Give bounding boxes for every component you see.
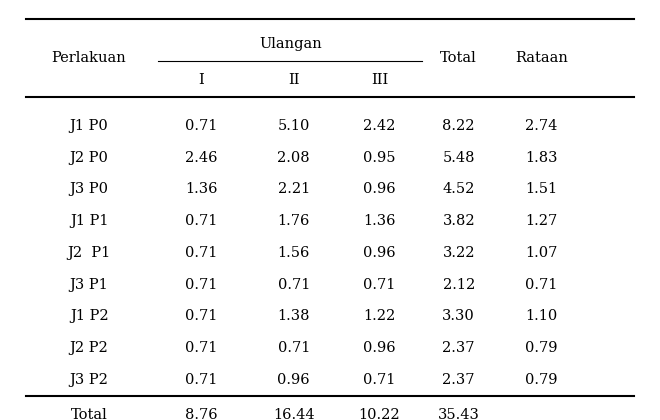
Text: 0.71: 0.71 <box>185 278 218 291</box>
Text: 1.10: 1.10 <box>525 309 557 323</box>
Text: 8.76: 8.76 <box>185 407 218 420</box>
Text: J2 P0: J2 P0 <box>70 151 108 165</box>
Text: 5.10: 5.10 <box>277 119 310 133</box>
Text: 16.44: 16.44 <box>273 407 315 420</box>
Text: 2.08: 2.08 <box>277 151 310 165</box>
Text: 0.71: 0.71 <box>525 278 558 291</box>
Text: 2.46: 2.46 <box>185 151 218 165</box>
Text: I: I <box>199 73 204 87</box>
Text: 0.71: 0.71 <box>363 373 396 387</box>
Text: 0.96: 0.96 <box>363 246 396 260</box>
Text: 3.30: 3.30 <box>442 309 475 323</box>
Text: J1 P0: J1 P0 <box>70 119 108 133</box>
Text: 2.42: 2.42 <box>363 119 396 133</box>
Text: 1.36: 1.36 <box>185 182 218 197</box>
Text: 1.07: 1.07 <box>525 246 558 260</box>
Text: 3.22: 3.22 <box>442 246 475 260</box>
Text: 0.79: 0.79 <box>525 373 558 387</box>
Text: 0.79: 0.79 <box>525 341 558 355</box>
Text: 1.22: 1.22 <box>364 309 395 323</box>
Text: 0.96: 0.96 <box>363 341 396 355</box>
Text: 10.22: 10.22 <box>358 407 401 420</box>
Text: III: III <box>371 73 388 87</box>
Text: 2.37: 2.37 <box>442 341 475 355</box>
Text: J1 P2: J1 P2 <box>70 309 108 323</box>
Text: 0.71: 0.71 <box>185 341 218 355</box>
Text: 0.95: 0.95 <box>363 151 396 165</box>
Text: 2.21: 2.21 <box>278 182 310 197</box>
Text: 4.52: 4.52 <box>442 182 475 197</box>
Text: 0.71: 0.71 <box>185 119 218 133</box>
Text: 2.74: 2.74 <box>525 119 558 133</box>
Text: 1.36: 1.36 <box>363 214 396 228</box>
Text: 0.71: 0.71 <box>277 278 310 291</box>
Text: 1.56: 1.56 <box>277 246 310 260</box>
Text: II: II <box>288 73 300 87</box>
Text: J3 P1: J3 P1 <box>70 278 108 291</box>
Text: J2  P1: J2 P1 <box>67 246 111 260</box>
Text: J3 P0: J3 P0 <box>69 182 109 197</box>
Text: J3 P2: J3 P2 <box>70 373 108 387</box>
Text: 1.83: 1.83 <box>525 151 558 165</box>
Text: J1 P1: J1 P1 <box>70 214 108 228</box>
Text: 8.22: 8.22 <box>442 119 475 133</box>
Text: 0.71: 0.71 <box>277 341 310 355</box>
Text: 0.96: 0.96 <box>363 182 396 197</box>
Text: 2.12: 2.12 <box>443 278 475 291</box>
Text: 3.82: 3.82 <box>442 214 475 228</box>
Text: Total: Total <box>71 407 108 420</box>
Text: 1.51: 1.51 <box>525 182 557 197</box>
Text: 0.71: 0.71 <box>363 278 396 291</box>
Text: 1.38: 1.38 <box>277 309 310 323</box>
Text: 0.71: 0.71 <box>185 373 218 387</box>
Text: 0.71: 0.71 <box>185 214 218 228</box>
Text: 0.96: 0.96 <box>277 373 310 387</box>
Text: J2 P2: J2 P2 <box>70 341 108 355</box>
Text: 0.71: 0.71 <box>185 309 218 323</box>
Text: Perlakuan: Perlakuan <box>51 51 127 65</box>
Text: 2.37: 2.37 <box>442 373 475 387</box>
Text: 35.43: 35.43 <box>438 407 480 420</box>
Text: 1.27: 1.27 <box>525 214 557 228</box>
Text: 5.48: 5.48 <box>442 151 475 165</box>
Text: 1.76: 1.76 <box>277 214 310 228</box>
Text: Total: Total <box>440 51 477 65</box>
Text: Ulangan: Ulangan <box>259 37 322 51</box>
Text: Rataan: Rataan <box>515 51 568 65</box>
Text: 0.71: 0.71 <box>185 246 218 260</box>
